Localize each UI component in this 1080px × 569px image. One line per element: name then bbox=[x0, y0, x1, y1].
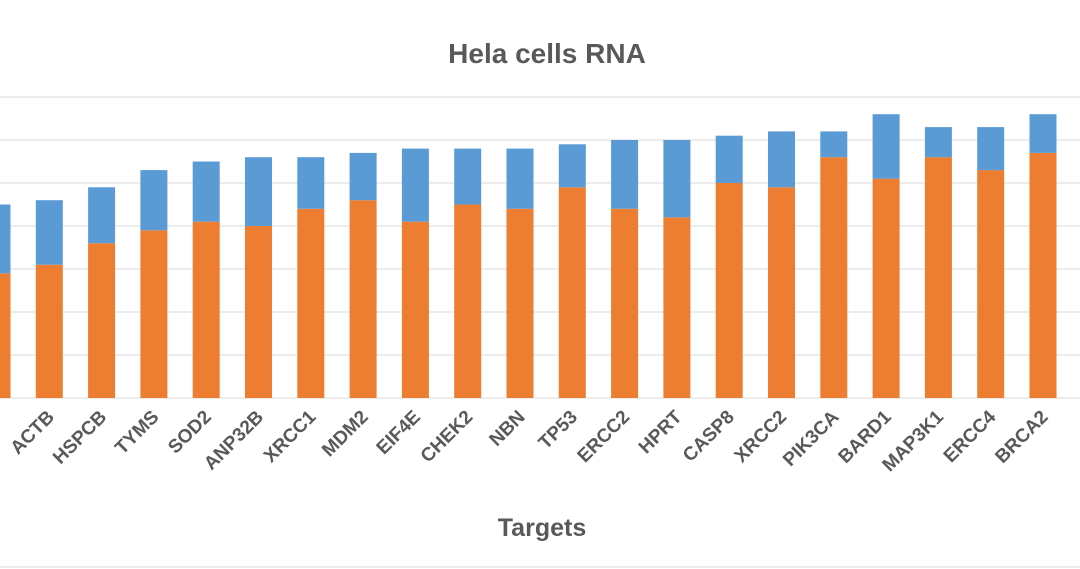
bar-segment bbox=[192, 221, 220, 398]
bar-segment bbox=[872, 178, 900, 398]
x-tick-label: TP53 bbox=[535, 407, 582, 454]
x-tick-label: SOD2 bbox=[164, 407, 215, 458]
bar-segment bbox=[768, 131, 795, 188]
bar-segment bbox=[663, 140, 691, 218]
x-tick-label: CASP8 bbox=[679, 407, 739, 467]
bar-segment bbox=[245, 226, 272, 398]
bar-segment bbox=[977, 127, 1005, 171]
x-tick-label: PIK3CA bbox=[779, 406, 843, 470]
bar-segment bbox=[820, 131, 848, 158]
bar-segment bbox=[245, 157, 272, 226]
x-axis-title: Targets bbox=[498, 514, 586, 542]
x-tick-label: NBN bbox=[486, 407, 530, 451]
bar-segment bbox=[35, 264, 63, 398]
bar-segment bbox=[715, 135, 743, 183]
bar-segment bbox=[454, 148, 482, 205]
bar-segment bbox=[872, 114, 900, 179]
bar-segment bbox=[924, 157, 952, 398]
bar-segment bbox=[35, 200, 63, 265]
bar-segment bbox=[140, 230, 168, 398]
x-tick-label: ERCC2 bbox=[574, 407, 634, 467]
bar-segment bbox=[192, 161, 220, 222]
bar-segment bbox=[349, 200, 377, 398]
bar-segment bbox=[663, 217, 691, 398]
bar-segment bbox=[1029, 114, 1057, 153]
x-tick-label: BRCA2 bbox=[991, 407, 1052, 468]
chart-title: Hela cells RNA bbox=[448, 38, 646, 69]
bar-segment bbox=[506, 148, 534, 209]
bar-segment bbox=[611, 208, 639, 398]
bar-segment bbox=[768, 187, 795, 398]
x-tick-label: ERCC4 bbox=[940, 406, 1001, 467]
x-tick-label: HSPCB bbox=[49, 407, 111, 469]
bar-segment bbox=[977, 170, 1005, 398]
x-tick-label: TYMS bbox=[111, 407, 163, 459]
bar-segment bbox=[506, 208, 534, 398]
bar-segment bbox=[401, 148, 429, 222]
bar-segment bbox=[820, 157, 848, 398]
bar-segment bbox=[611, 140, 639, 209]
x-tick-label: CHEK2 bbox=[417, 407, 477, 467]
bar-segment bbox=[297, 157, 325, 209]
x-tick-label: MDM2 bbox=[318, 407, 372, 461]
bar-segment bbox=[558, 187, 586, 398]
bar-segment bbox=[88, 187, 116, 244]
bar-segment bbox=[88, 243, 116, 398]
x-tick-label: XRCC1 bbox=[260, 406, 321, 467]
bar-segment bbox=[401, 221, 429, 398]
bar-segment bbox=[0, 273, 11, 398]
bar-segment bbox=[558, 144, 586, 188]
bar-segment bbox=[715, 183, 743, 398]
bar-segment bbox=[454, 204, 482, 398]
bar-segment bbox=[140, 170, 168, 231]
bar-segment bbox=[924, 127, 952, 158]
bar-segment bbox=[349, 152, 377, 201]
bar-segment bbox=[0, 204, 11, 274]
bar-segment bbox=[1029, 152, 1057, 398]
bar-segment bbox=[297, 208, 325, 398]
